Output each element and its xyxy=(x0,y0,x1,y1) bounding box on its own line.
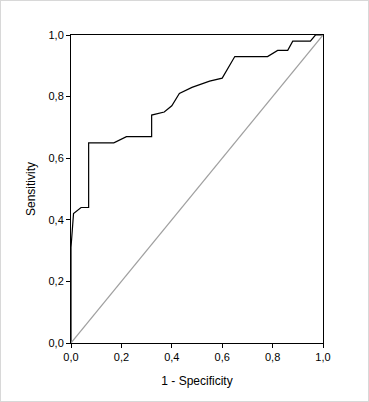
svg-text:0,6: 0,6 xyxy=(49,152,64,164)
svg-text:Sensitivity: Sensitivity xyxy=(24,162,38,216)
svg-text:1,0: 1,0 xyxy=(49,29,64,41)
svg-text:0,6: 0,6 xyxy=(215,351,230,363)
svg-text:0,4: 0,4 xyxy=(164,351,179,363)
svg-text:0,4: 0,4 xyxy=(49,214,64,226)
svg-text:0,0: 0,0 xyxy=(49,337,64,349)
svg-text:0,0: 0,0 xyxy=(63,351,78,363)
svg-text:0,2: 0,2 xyxy=(49,275,64,287)
svg-text:0,8: 0,8 xyxy=(49,90,64,102)
svg-text:0,8: 0,8 xyxy=(265,351,280,363)
svg-text:1 - Specificity: 1 - Specificity xyxy=(161,374,232,388)
svg-text:0,2: 0,2 xyxy=(114,351,129,363)
svg-text:1,0: 1,0 xyxy=(315,351,330,363)
